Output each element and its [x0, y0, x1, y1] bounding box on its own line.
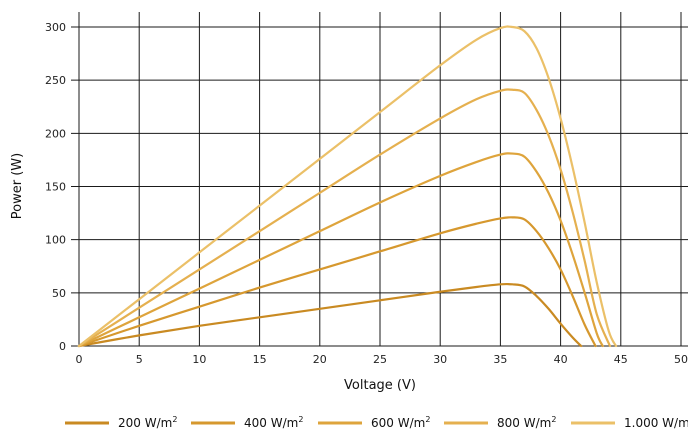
legend-label: 200 W/m2	[118, 415, 177, 430]
y-tick-label: 300	[45, 21, 66, 34]
series-lines	[77, 25, 618, 348]
x-tick-label: 30	[433, 353, 447, 366]
x-tick-label: 0	[76, 353, 83, 366]
x-tick-label: 10	[192, 353, 206, 366]
y-tick-label: 50	[52, 287, 66, 300]
grid	[71, 12, 688, 347]
legend-label-value: 800 W/m	[497, 416, 551, 430]
y-tick-label: 150	[45, 181, 66, 194]
legend-item: 800 W/m2	[444, 415, 556, 430]
legend-label-value: 600 W/m	[371, 416, 425, 430]
legend-label: 800 W/m2	[497, 415, 556, 430]
legend-label-superscript: 2	[551, 415, 556, 424]
x-tick-label: 50	[674, 353, 688, 366]
y-tick-label: 250	[45, 74, 66, 87]
y-tick-label: 200	[45, 127, 66, 140]
legend-item: 1.000 W/m2	[571, 415, 688, 430]
y-tick-labels: 0 50 100 150 200 250 300	[45, 21, 66, 353]
legend-item: 200 W/m2	[65, 415, 177, 430]
legend-item: 400 W/m2	[191, 415, 303, 430]
series-line-1	[77, 216, 597, 348]
x-tick-label: 25	[373, 353, 387, 366]
series-line-2	[77, 152, 604, 348]
x-tick-label: 40	[554, 353, 568, 366]
series-line-3	[77, 88, 612, 348]
series-line-0	[77, 282, 583, 348]
legend-label: 1.000 W/m2	[624, 415, 688, 430]
legend-label-superscript: 2	[425, 415, 430, 424]
y-axis-label: Power (W)	[10, 153, 25, 219]
legend-label-superscript: 2	[298, 415, 303, 424]
legend-item: 600 W/m2	[318, 415, 430, 430]
x-tick-label: 20	[313, 353, 327, 366]
series-line-4	[77, 25, 618, 348]
y-tick-label: 100	[45, 234, 66, 247]
x-tick-labels: 0 5 10 15 20 25 30 35 40 45 50	[76, 353, 688, 366]
legend: 200 W/m2 400 W/m2 600 W/m2 800 W/m2 1.000 W/…	[65, 415, 688, 430]
x-tick-label: 35	[493, 353, 507, 366]
legend-label-value: 1.000 W/m	[624, 416, 688, 430]
legend-label-value: 400 W/m	[244, 416, 298, 430]
x-tick-label: 5	[136, 353, 143, 366]
x-axis-label: Voltage (V)	[344, 378, 416, 393]
x-tick-label: 15	[253, 353, 267, 366]
legend-label-superscript: 2	[172, 415, 177, 424]
legend-label: 600 W/m2	[371, 415, 430, 430]
legend-label-value: 200 W/m	[118, 416, 172, 430]
y-tick-label: 0	[59, 340, 66, 353]
x-tick-label: 45	[614, 353, 628, 366]
legend-label: 400 W/m2	[244, 415, 303, 430]
